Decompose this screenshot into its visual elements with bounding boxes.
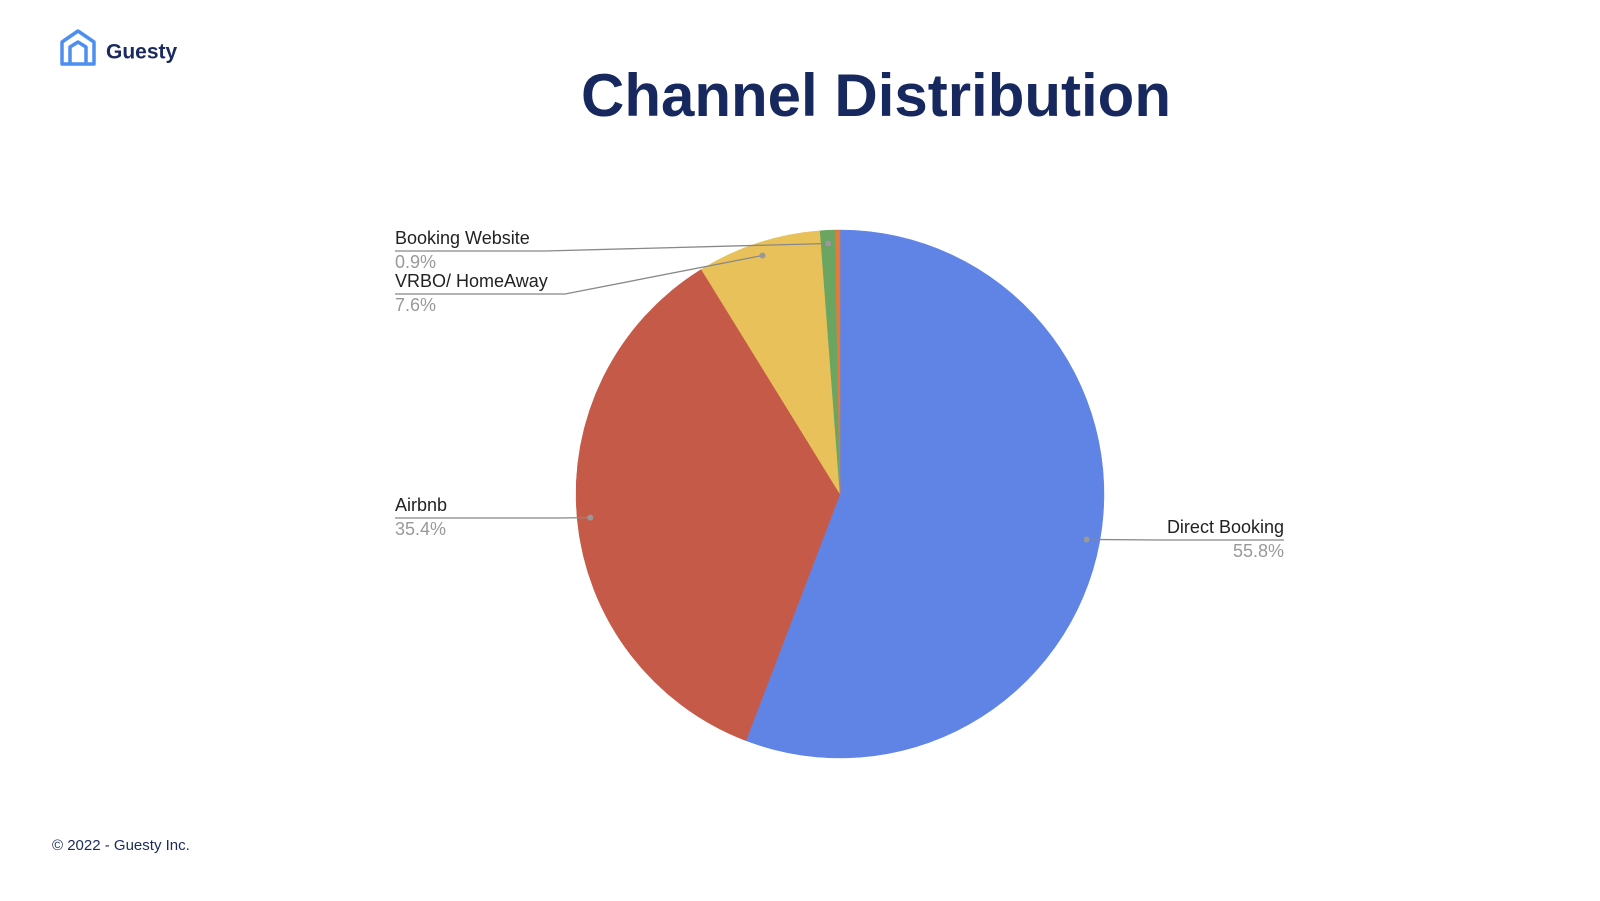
leader-dot — [825, 240, 832, 247]
logo-text: Guesty — [106, 41, 178, 64]
pie-chart: Direct Booking 55.8% Airbnb 35.4% VRBO/ Home… — [395, 228, 1284, 759]
leader-line — [1086, 538, 1284, 541]
leader-line — [395, 242, 829, 252]
leader-line — [395, 254, 763, 295]
slice-label: Booking Website — [395, 228, 530, 248]
slice-label: Airbnb — [395, 495, 447, 515]
logo: Guesty — [60, 29, 178, 66]
slice-value-label: 7.6% — [395, 295, 436, 315]
leader-dot — [587, 514, 594, 521]
slice-label: Direct Booking — [1167, 517, 1284, 537]
pie-slice — [745, 229, 1105, 759]
logo-icon — [60, 29, 96, 66]
footer: © 2022 - Guesty Inc. — [52, 837, 190, 854]
slice-value-label: 0.9% — [395, 252, 436, 272]
leader-dot — [1083, 536, 1090, 543]
slice-label: VRBO/ HomeAway — [395, 271, 548, 291]
chart-title: Channel Distribution — [581, 62, 1171, 129]
slice-value-label: 55.8% — [1233, 541, 1284, 561]
pie-slice — [834, 229, 841, 495]
leader-dot — [759, 252, 766, 259]
slice-value-label: 35.4% — [395, 519, 446, 539]
